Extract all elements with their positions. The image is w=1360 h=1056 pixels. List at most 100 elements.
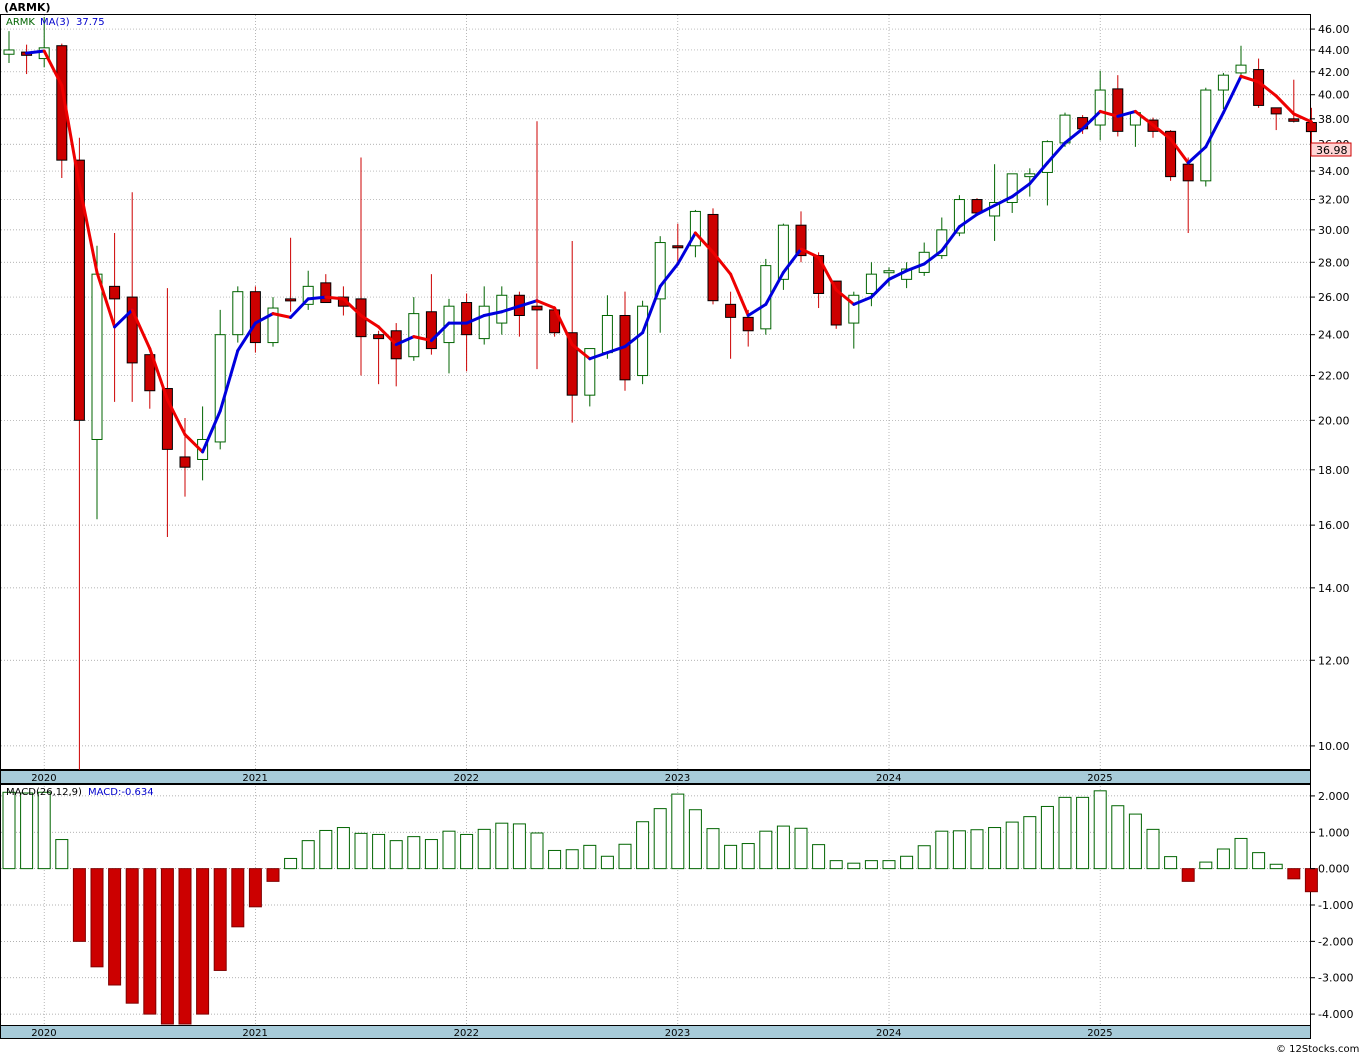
date-axis-upper: 2020 2021 2022 2023 2024 2025 xyxy=(31,773,1112,784)
ma-line xyxy=(25,49,1313,454)
candle-down xyxy=(126,296,138,364)
candle-down xyxy=(742,316,754,332)
candle-down xyxy=(425,311,437,350)
macd-bar-positive xyxy=(1040,805,1054,870)
macd-value-label: MACD:-0.634 xyxy=(88,787,154,798)
macd-bar-positive xyxy=(512,823,526,870)
macd-bar-negative xyxy=(213,868,227,971)
macd-bar-positive xyxy=(460,833,474,870)
macd-bar-negative xyxy=(125,868,139,1004)
date-label: 2021 xyxy=(242,773,267,784)
ma-segment xyxy=(271,312,293,319)
candle-down xyxy=(1182,163,1194,182)
symbol-title: (ARMK) xyxy=(4,1,51,14)
ma-segment xyxy=(799,247,821,259)
ma-segment xyxy=(693,231,715,254)
candle-up xyxy=(1094,89,1106,126)
ma-segment xyxy=(377,325,398,347)
macd-bar-positive xyxy=(565,849,579,870)
macd-bar-positive xyxy=(688,809,702,870)
ma-segment xyxy=(165,398,187,437)
price-tick-label: 42.00 xyxy=(1318,66,1350,79)
ma-segment xyxy=(1028,161,1049,186)
macd-bar-positive xyxy=(794,827,808,870)
candle-down xyxy=(56,45,68,161)
ma-segment xyxy=(588,351,609,361)
price-tick-label: 30.00 xyxy=(1318,224,1350,237)
ma-segment xyxy=(359,313,381,329)
macd-bar-positive xyxy=(389,840,403,870)
candle-down xyxy=(109,285,121,300)
ma-segment xyxy=(553,306,574,347)
macd-bar-positive xyxy=(20,792,34,870)
macd-bar-positive xyxy=(935,830,949,870)
macd-tick-label: -1.000 xyxy=(1318,899,1353,912)
macd-bar-positive xyxy=(1146,828,1160,870)
macd-bar-positive xyxy=(319,829,333,870)
ma-segment xyxy=(482,310,504,317)
candle-up xyxy=(1217,74,1229,91)
macd-bar-positive xyxy=(424,839,438,870)
candle-up xyxy=(654,242,666,300)
ma-segment xyxy=(1239,74,1261,84)
ma-segment xyxy=(852,295,873,306)
candle-up xyxy=(91,273,103,440)
macd-bar-positive xyxy=(336,827,350,870)
ma-segment xyxy=(394,335,416,347)
last-price-text: 36.98 xyxy=(1316,144,1348,157)
price-tick-label: 40.00 xyxy=(1318,89,1350,102)
price-tick-label: 20.00 xyxy=(1318,414,1350,427)
ma-segment xyxy=(834,288,856,306)
macd-bar-positive xyxy=(1076,796,1090,870)
price-tick-label: 16.00 xyxy=(1318,519,1350,532)
ma-segment xyxy=(746,302,768,317)
candle-up xyxy=(637,305,649,377)
ma-segment xyxy=(1081,109,1102,131)
macd-tick-label: 0.000 xyxy=(1318,863,1350,876)
ma-segment xyxy=(887,269,909,281)
macd-bar-positive xyxy=(548,849,562,870)
macd-tick-label: -3.000 xyxy=(1318,972,1353,985)
candle-up xyxy=(214,334,226,443)
macd-bar-positive xyxy=(653,808,667,870)
ma-segment xyxy=(975,203,997,216)
candle-down xyxy=(1305,122,1317,133)
ma-segment xyxy=(940,225,961,253)
ma-segment xyxy=(324,295,345,301)
macd-bar-positive xyxy=(301,840,315,870)
price-tick-label: 34.00 xyxy=(1318,165,1350,178)
candle-down xyxy=(1270,107,1282,115)
ma-segment xyxy=(253,312,275,325)
ma-segment xyxy=(148,347,169,402)
macd-bar-negative xyxy=(231,868,245,928)
price-tick-label: 38.00 xyxy=(1318,113,1350,126)
date-label: 2023 xyxy=(665,1028,690,1039)
candle-up xyxy=(848,294,860,324)
macd-bar-negative xyxy=(160,868,174,1025)
macd-bar-negative xyxy=(1181,868,1195,882)
date-label: 2020 xyxy=(31,773,56,784)
ma-segment xyxy=(1221,74,1243,115)
date-label: 2020 xyxy=(31,1028,56,1039)
date-axis-band-lower xyxy=(0,1025,1311,1039)
ma-segment xyxy=(183,433,205,454)
legend-ma-value: 37.75 xyxy=(76,17,105,28)
candle-down xyxy=(144,354,156,392)
date-label: 2024 xyxy=(876,773,901,784)
credit-text: © 12Stocks.com xyxy=(1276,1044,1359,1055)
ma-segment xyxy=(1169,137,1190,165)
ma-segment xyxy=(113,308,134,329)
ma-segment xyxy=(25,49,46,55)
ma-segment xyxy=(429,321,451,343)
candle-down xyxy=(672,245,684,249)
price-tick-label: 22.00 xyxy=(1318,370,1350,383)
candle-up xyxy=(1024,173,1036,178)
macd-bar-positive xyxy=(1216,848,1230,870)
macd-bar-positive xyxy=(1005,821,1019,870)
macd-tick-label: 2.000 xyxy=(1318,790,1350,803)
macd-bar-positive xyxy=(706,828,720,870)
macd-bar-positive xyxy=(354,832,368,870)
macd-bar-positive xyxy=(1234,837,1248,870)
ma-segment xyxy=(729,272,750,317)
